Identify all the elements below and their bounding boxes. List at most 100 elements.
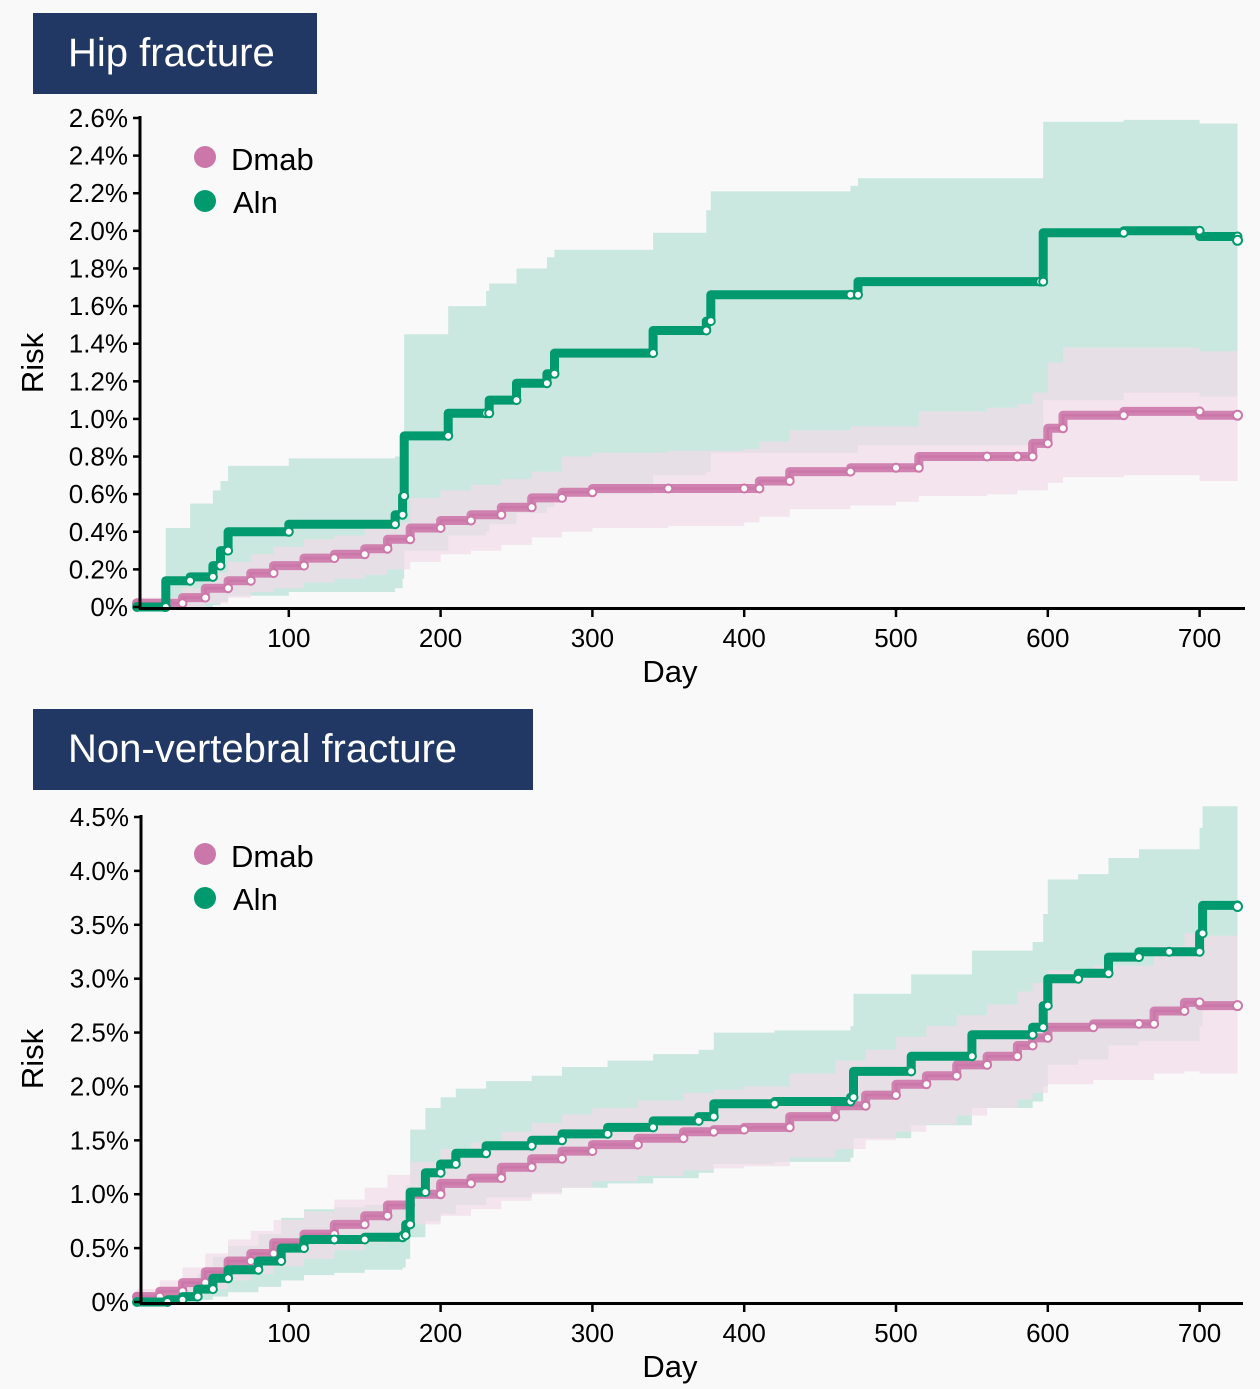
legend-label-aln: Aln (233, 185, 278, 220)
data-point-dmab (1012, 1051, 1023, 1062)
y-tick-label: 4.5% (70, 802, 129, 832)
data-point-aln (549, 368, 560, 379)
chart-title-text: Hip fracture (68, 31, 275, 75)
data-point-aln (329, 1234, 340, 1245)
data-point-aln (1118, 227, 1129, 238)
x-tick-label: 200 (419, 623, 462, 653)
y-tick-label: 1.8% (69, 253, 128, 283)
data-point-dmab (435, 1189, 446, 1200)
data-point-aln (1164, 946, 1175, 957)
y-tick-label: 3.5% (70, 910, 129, 940)
y-tick-label: 0.4% (69, 517, 128, 547)
data-point-aln (1133, 952, 1144, 963)
data-point-aln (769, 1098, 780, 1109)
data-point-dmab (891, 462, 901, 473)
data-point-dmab (466, 1178, 476, 1189)
x-tick-label: 400 (723, 1318, 766, 1348)
data-point-dmab (1118, 410, 1129, 421)
data-point-dmab (921, 1079, 932, 1090)
data-point-dmab (982, 1059, 993, 1070)
data-point-dmab (268, 1248, 279, 1259)
data-point-dmab (845, 466, 856, 477)
data-point-dmab (245, 1256, 256, 1266)
data-point-aln (223, 545, 234, 556)
y-tick-label: 1.0% (69, 404, 128, 434)
data-point-dmab (913, 462, 924, 473)
y-axis-label: Risk (15, 332, 50, 393)
y-axis-label: Risk (15, 1028, 50, 1089)
chart-title-non-vertebral-fracture: Non-vertebral fracture (33, 709, 533, 790)
data-point-dmab (951, 1070, 962, 1081)
data-point-dmab (557, 1153, 567, 1164)
data-point-aln (906, 1066, 917, 1077)
data-point-aln (1027, 1029, 1038, 1040)
series-lines (132, 225, 1243, 612)
data-point-dmab (382, 543, 393, 554)
data-point-aln (400, 1230, 411, 1241)
data-point-dmab (982, 451, 993, 462)
data-point-dmab (663, 483, 674, 494)
x-axis-label: Day (642, 1349, 698, 1384)
data-point-aln (526, 1140, 537, 1151)
data-point-dmab (382, 1210, 393, 1221)
data-point-dmab (268, 568, 279, 579)
y-tick-label: 2.2% (69, 178, 128, 208)
data-point-aln (701, 325, 712, 336)
data-point-aln (420, 1187, 431, 1198)
data-point-dmab (678, 1133, 689, 1144)
data-point-dmab (329, 553, 340, 564)
data-point-dmab (739, 483, 750, 494)
data-point-aln (207, 571, 218, 582)
y-tick-label: 1.2% (69, 366, 128, 396)
y-tick-label: 2.0% (69, 216, 128, 246)
x-tick-label: 400 (723, 623, 766, 653)
ci-bands (137, 806, 1238, 1302)
y-tick-label: 0.8% (69, 442, 128, 472)
data-point-dmab (1058, 423, 1068, 434)
y-tick-label: 1.6% (69, 291, 128, 321)
data-point-dmab (1133, 1018, 1144, 1029)
data-point-dmab (1232, 1000, 1243, 1012)
data-point-aln (435, 1167, 446, 1178)
legend-marker-dmab (194, 146, 216, 168)
data-point-dmab (1179, 1006, 1190, 1016)
x-tick-label: 700 (1178, 623, 1221, 653)
data-point-aln (648, 1122, 659, 1133)
data-point-aln (557, 1135, 567, 1146)
data-point-dmab (557, 492, 567, 503)
data-point-dmab (587, 487, 598, 498)
data-point-dmab (1042, 438, 1053, 449)
data-point-aln (1038, 1022, 1049, 1033)
y-tick-label: 2.4% (69, 141, 128, 171)
y-tick-label: 2.6% (69, 103, 128, 133)
legend-label-aln: Aln (233, 882, 278, 917)
data-point-aln (1232, 234, 1243, 246)
data-point-dmab (526, 1162, 537, 1173)
data-point-aln (705, 316, 716, 327)
x-tick-label: 500 (874, 623, 917, 653)
data-point-dmab (466, 515, 476, 526)
chart-title-hip-fracture: Hip fracture (33, 13, 317, 94)
data-point-dmab (1088, 1022, 1099, 1033)
x-tick-label: 100 (267, 623, 310, 653)
data-point-dmab (200, 592, 211, 603)
data-point-dmab (830, 1111, 841, 1122)
data-point-dmab (526, 502, 537, 513)
data-point-aln (207, 1284, 218, 1295)
x-tick-label: 200 (419, 1318, 462, 1348)
series-step-aln (137, 904, 1239, 1304)
legend-label-dmab: Dmab (231, 142, 314, 177)
hip-fracture-chart: 0% 0.2% 0.4% 0.6% 0.8% 1.0% 1.2% 1.4% 1.6% 1.8% 2.… (15, 103, 1245, 689)
data-point-aln (511, 395, 522, 406)
x-tick-label: 700 (1178, 1318, 1221, 1348)
data-point-dmab (784, 1122, 795, 1133)
data-point-dmab (496, 509, 507, 520)
data-point-aln (708, 1111, 719, 1122)
chart-title-text: Non-vertebral fracture (68, 727, 458, 771)
y-tick-label: 1.5% (70, 1125, 129, 1155)
x-tick-label: 300 (571, 623, 614, 653)
y-tick-label: 2.5% (70, 1018, 129, 1048)
data-point-dmab (587, 1146, 598, 1157)
data-point-dmab (359, 1219, 370, 1230)
